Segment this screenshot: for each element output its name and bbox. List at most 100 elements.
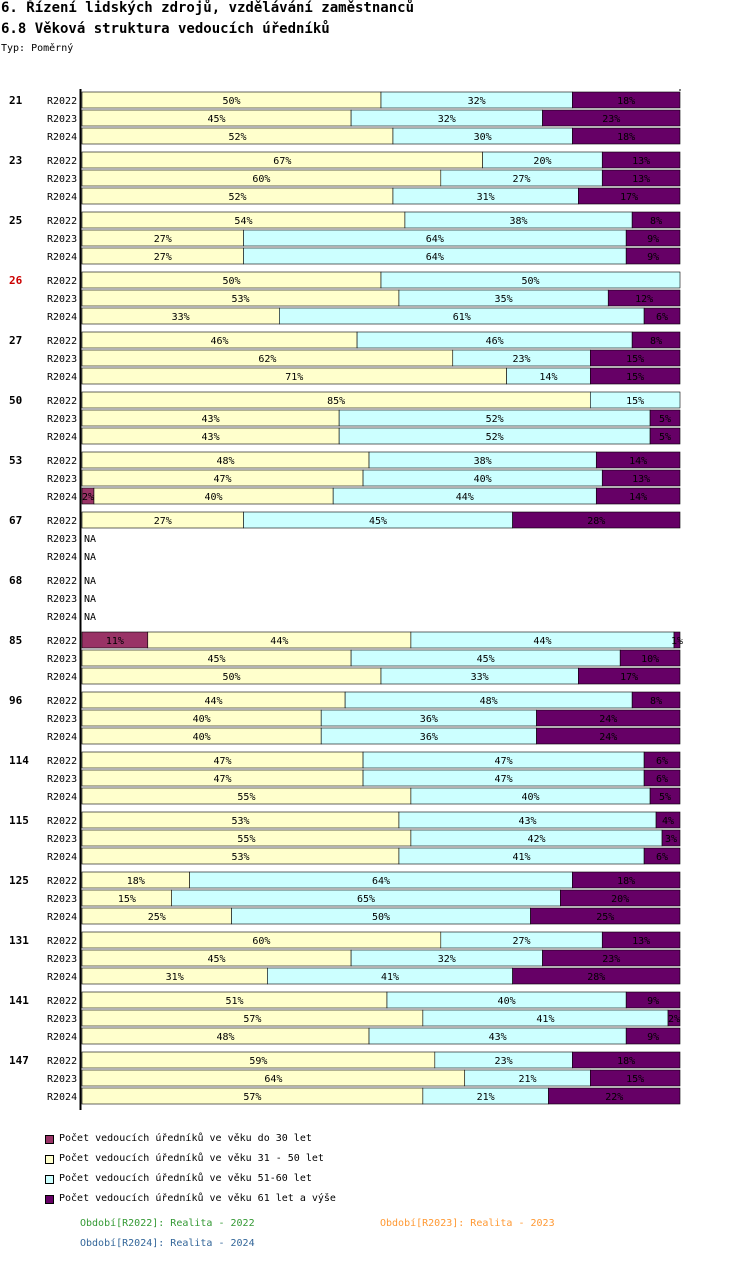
row-period-label: R2023 [47,354,77,365]
bar-segment [619,649,681,667]
row-period-label: R2022 [47,816,77,827]
data-label: 24% [599,714,617,725]
data-label: 43% [489,1032,507,1043]
data-label: 43% [202,432,220,443]
bar-segment [631,211,681,229]
bar-segment [589,367,681,385]
data-label: 11% [106,636,124,647]
bar-segment [649,409,681,427]
bar-segment [601,169,681,187]
row-period-label: R2024 [47,852,77,863]
row-period-label: R2022 [47,456,77,467]
row-period-label: R2023 [47,594,77,605]
na-label: NA [84,612,96,623]
bar-segment [643,751,681,769]
data-label: 24% [599,732,617,743]
data-label: 28% [587,516,605,527]
data-label: 44% [270,636,288,647]
data-label: 50% [521,276,539,287]
data-label: 13% [632,474,650,485]
row-period-label: R2022 [47,756,77,767]
data-label: 41% [536,1014,554,1025]
data-label: 15% [118,894,136,905]
data-label: 60% [252,174,270,185]
data-label: 15% [626,1074,644,1085]
data-label: 18% [127,876,145,887]
bar-segment [631,691,681,709]
data-label: 50% [222,672,240,683]
data-label: 8% [650,696,662,707]
data-label: 32% [438,114,456,125]
data-label: 53% [231,852,249,863]
row-period-label: R2022 [47,936,77,947]
data-label: 45% [208,954,226,965]
legend-swatch [45,1155,54,1164]
bar-segment [625,1027,681,1045]
data-label: 31% [477,192,495,203]
data-label: 46% [211,336,229,347]
row-period-label: R2023 [47,894,77,905]
data-label: 64% [264,1074,282,1085]
bar-segment [601,469,681,487]
data-label: 6% [656,852,668,863]
data-label: 36% [420,714,438,725]
row-period-label: R2024 [47,972,77,983]
data-label: 33% [172,312,190,323]
data-label: 57% [243,1092,261,1103]
data-label: 14% [629,492,647,503]
data-label: 9% [647,1032,659,1043]
data-label: 10% [641,654,659,665]
data-label: 15% [626,372,644,383]
data-label: 62% [258,354,276,365]
group-label: 68 [9,574,22,587]
bar-segment [589,391,681,409]
row-period-label: R2022 [47,876,77,887]
data-label: 2% [668,1014,680,1025]
data-label: 47% [495,774,513,785]
row-period-label: R2023 [47,294,77,305]
data-label: 5% [659,432,671,443]
row-period-label: R2022 [47,336,77,347]
data-label: 64% [372,876,390,887]
bar-segment [572,127,681,145]
data-label: 9% [647,996,659,1007]
data-label: 47% [213,756,231,767]
data-label: 43% [518,816,536,827]
bar-segment [578,187,681,205]
row-period-label: R2024 [47,492,77,503]
data-label: 18% [617,1056,635,1067]
data-label: 60% [252,936,270,947]
data-label: 38% [510,216,528,227]
data-label: 40% [193,714,211,725]
data-label: 30% [474,132,492,143]
bar-segment [512,967,681,985]
bar-segment [601,931,681,949]
bar-segment [530,907,681,925]
row-period-label: R2022 [47,996,77,1007]
na-label: NA [84,576,96,587]
data-label: 8% [650,336,662,347]
row-period-label: R2023 [47,114,77,125]
na-label: NA [84,594,96,605]
row-period-label: R2024 [47,552,77,563]
row-period-label: R2023 [47,1014,77,1025]
bar-segment [667,1009,681,1027]
data-label: 40% [498,996,516,1007]
data-label: 23% [512,354,530,365]
row-period-label: R2022 [47,216,77,227]
row-period-label: R2022 [47,516,77,527]
row-period-label: R2024 [47,252,77,263]
stacked-bar-chart: 21 R2022 50% 32% 18% R2023 45% 32% 23% R2024 52% 30… [9,89,683,1110]
data-label: 32% [468,96,486,107]
bar-segment [578,667,681,685]
group-label: 147 [9,1054,29,1067]
row-period-label: R2022 [47,276,77,287]
data-label: 40% [474,474,492,485]
row-period-label: R2024 [47,672,77,683]
data-label: 55% [237,792,255,803]
data-label: 47% [213,474,231,485]
data-label: 47% [495,756,513,767]
na-label: NA [84,552,96,563]
row-period-label: R2024 [47,912,77,923]
data-label: 41% [381,972,399,983]
